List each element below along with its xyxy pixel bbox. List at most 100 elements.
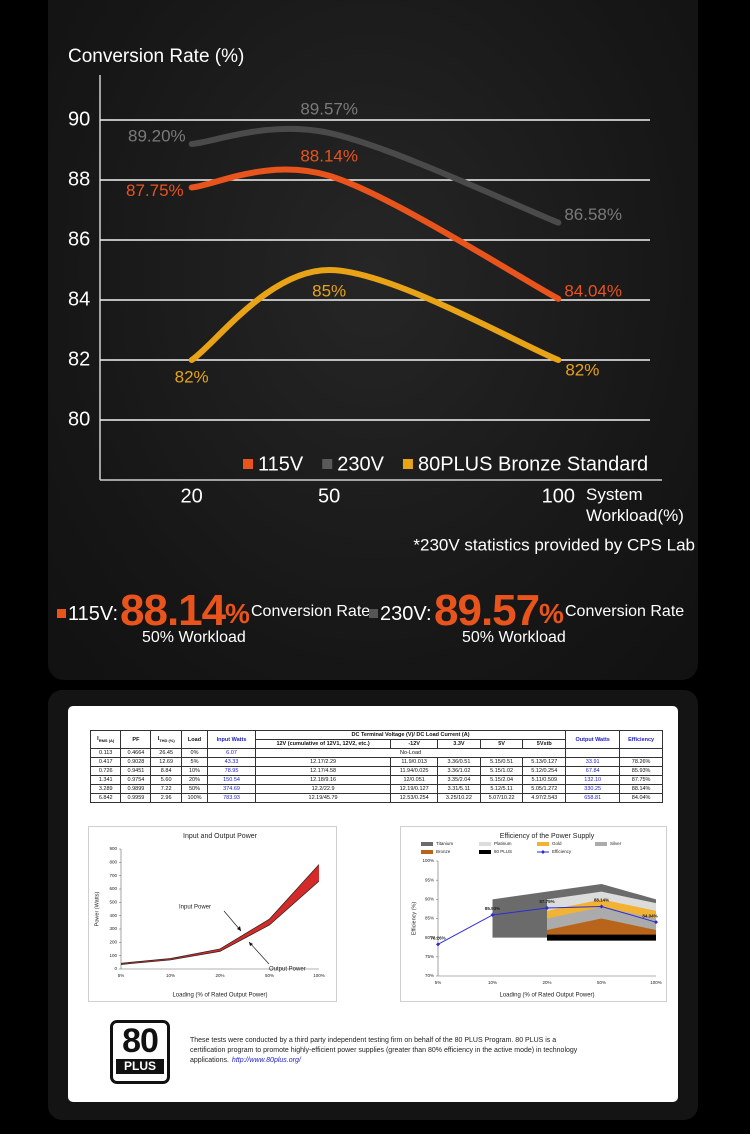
legend-label: Efficiency bbox=[552, 849, 572, 854]
y-tick-label: 500 bbox=[109, 900, 117, 905]
value-label: 84.04% bbox=[564, 281, 622, 300]
table-row: 3.289 0.9899 7.22 50% 374.69 12.2/22.9 12.19/0… bbox=[89, 784, 663, 794]
table-cell: 20% bbox=[180, 775, 209, 785]
table-cell: 100% bbox=[180, 793, 209, 803]
y-tick-label: 80 bbox=[68, 408, 90, 430]
y-tick-label: 75% bbox=[425, 954, 434, 959]
series-line bbox=[188, 125, 562, 226]
x-tick-label: 100 bbox=[542, 485, 575, 507]
table-cell: 6.07 bbox=[207, 748, 256, 758]
value-label: 82% bbox=[175, 367, 209, 386]
table-row: 0.113 0.4664 26.45 0% 6.07 No-Load bbox=[89, 748, 663, 758]
table-cell: 3.25/10.22 bbox=[437, 793, 481, 803]
legend-label: Bronze bbox=[436, 849, 451, 854]
y-tick-label: 200 bbox=[109, 940, 117, 945]
table-cell: 11.94/0.025 bbox=[390, 766, 439, 776]
header-cell: DC Terminal Voltage (V)/ DC Load Current… bbox=[254, 730, 567, 740]
table-cell: 8.84 bbox=[150, 766, 182, 776]
highlight-value: 88.14 bbox=[120, 586, 226, 635]
highlight-caption: Conversion Rate bbox=[251, 603, 371, 620]
y-tick-label: 90 bbox=[68, 108, 90, 130]
table-cell: 12.69 bbox=[150, 757, 182, 767]
logo: 80 PLUS bbox=[110, 1020, 170, 1084]
table-cell: 5.15/0.51 bbox=[479, 757, 524, 767]
table-cell: 3.35/2.04 bbox=[437, 775, 481, 785]
header-cell: Load bbox=[180, 730, 209, 749]
highlight-label: 230V: bbox=[380, 603, 432, 625]
x-tick-label: 20% bbox=[215, 973, 224, 978]
x-tick-label: 5% bbox=[118, 973, 125, 978]
table-cell: 0.9899 bbox=[120, 784, 152, 794]
table-cell: 150.54 bbox=[207, 775, 256, 785]
efficiency-marker bbox=[654, 920, 658, 925]
legend-label: 230V bbox=[337, 453, 384, 475]
legend-swatch bbox=[479, 850, 491, 854]
table-cell: 5% bbox=[180, 757, 209, 767]
annotation-arrow bbox=[248, 941, 270, 965]
efficiency-marker bbox=[599, 904, 604, 909]
disclaimer: These tests were conducted by a third pa… bbox=[190, 1036, 590, 1066]
legend-label: Titanium bbox=[436, 841, 453, 846]
table-cell: 12.19/45.79 bbox=[254, 793, 392, 803]
series-line bbox=[120, 880, 320, 965]
y-tick-label: 80% bbox=[425, 935, 434, 940]
table-cell: 5.12/5.11 bbox=[479, 784, 524, 794]
highlight-workload: 50% Workload bbox=[142, 629, 246, 646]
legend-label: 115V bbox=[258, 453, 304, 475]
legend-swatch bbox=[541, 850, 545, 854]
table-cell: 6.842 bbox=[89, 793, 122, 803]
y-tick-label: 86 bbox=[68, 228, 90, 250]
series-line bbox=[188, 166, 562, 302]
header-cell: 5V bbox=[479, 739, 524, 749]
x-tick-label: 20% bbox=[542, 980, 551, 985]
link[interactable]: http://www.80plus.org/ bbox=[231, 1057, 301, 1064]
y-tick-label: 900 bbox=[109, 846, 117, 851]
arrow-head bbox=[249, 942, 253, 946]
table-cell: 374.69 bbox=[207, 784, 256, 794]
arrow-head bbox=[237, 926, 241, 931]
header-sub: RMS (A) bbox=[98, 738, 115, 744]
table-cell: 50% bbox=[180, 784, 209, 794]
efficiency-marker bbox=[436, 942, 440, 947]
table-cell: 4.97/2.543 bbox=[522, 793, 567, 803]
highlight-workload: 50% Workload bbox=[462, 629, 566, 646]
table-cell: 0.417 bbox=[89, 757, 122, 767]
table-cell: 0.9028 bbox=[120, 757, 152, 767]
legend-swatch bbox=[322, 459, 333, 469]
table-cell: 12.2/22.9 bbox=[254, 784, 392, 794]
highlight-label: 115V: bbox=[68, 603, 119, 625]
legend-label: 80PLUS Bronze Standard bbox=[418, 453, 648, 475]
y-tick-label: 88 bbox=[68, 168, 90, 190]
table-cell: 0.9959 bbox=[120, 793, 152, 803]
table-cell: 12.17/2.29 bbox=[254, 757, 392, 767]
table-cell: 0.9754 bbox=[120, 775, 152, 785]
x-tick-label: 100% bbox=[650, 980, 662, 985]
table-cell: 12.18/9.16 bbox=[254, 775, 392, 785]
table-cell bbox=[565, 748, 621, 758]
annotation-arrow bbox=[223, 910, 242, 932]
table-cell: 330.25 bbox=[565, 784, 621, 794]
table-cell: 3.36/1.02 bbox=[437, 766, 481, 776]
power-chart: Input and Output Power Loading (% of Rate… bbox=[88, 826, 337, 1002]
table-row: 1.341 0.9754 5.60 20% 150.54 12.18/9.16 12/0.0… bbox=[89, 775, 663, 785]
legend-swatch bbox=[243, 459, 253, 469]
highlight-swatch bbox=[57, 609, 66, 618]
table-cell: 2.96 bbox=[150, 793, 182, 803]
header-cell: ITHD (%) bbox=[150, 730, 182, 749]
header-cell: Output Watts bbox=[565, 730, 621, 749]
legend-label: Gold bbox=[552, 841, 562, 846]
annotation: Input Power bbox=[179, 905, 211, 911]
legend-label: Silver bbox=[610, 841, 622, 846]
header-cell: Input Watts bbox=[207, 730, 256, 749]
conversion-panel: Conversion Rate (%) *230V statistics pro… bbox=[48, 0, 698, 680]
y-tick-label: 84 bbox=[68, 288, 90, 310]
table-cell: 0.113 bbox=[89, 748, 122, 758]
x-tick-label: 10% bbox=[166, 973, 175, 978]
chart-title: Input and Output Power bbox=[183, 833, 258, 840]
table-cell: 3.289 bbox=[89, 784, 122, 794]
highlight-value: 89.57 bbox=[434, 586, 540, 635]
header-row: IRMS (A) PF ITHD (%) Load Input Watts DC Term… bbox=[89, 730, 663, 749]
table-cell: 5.13/0.127 bbox=[522, 757, 567, 767]
series-line bbox=[120, 864, 320, 964]
table-cell: 1.341 bbox=[89, 775, 122, 785]
